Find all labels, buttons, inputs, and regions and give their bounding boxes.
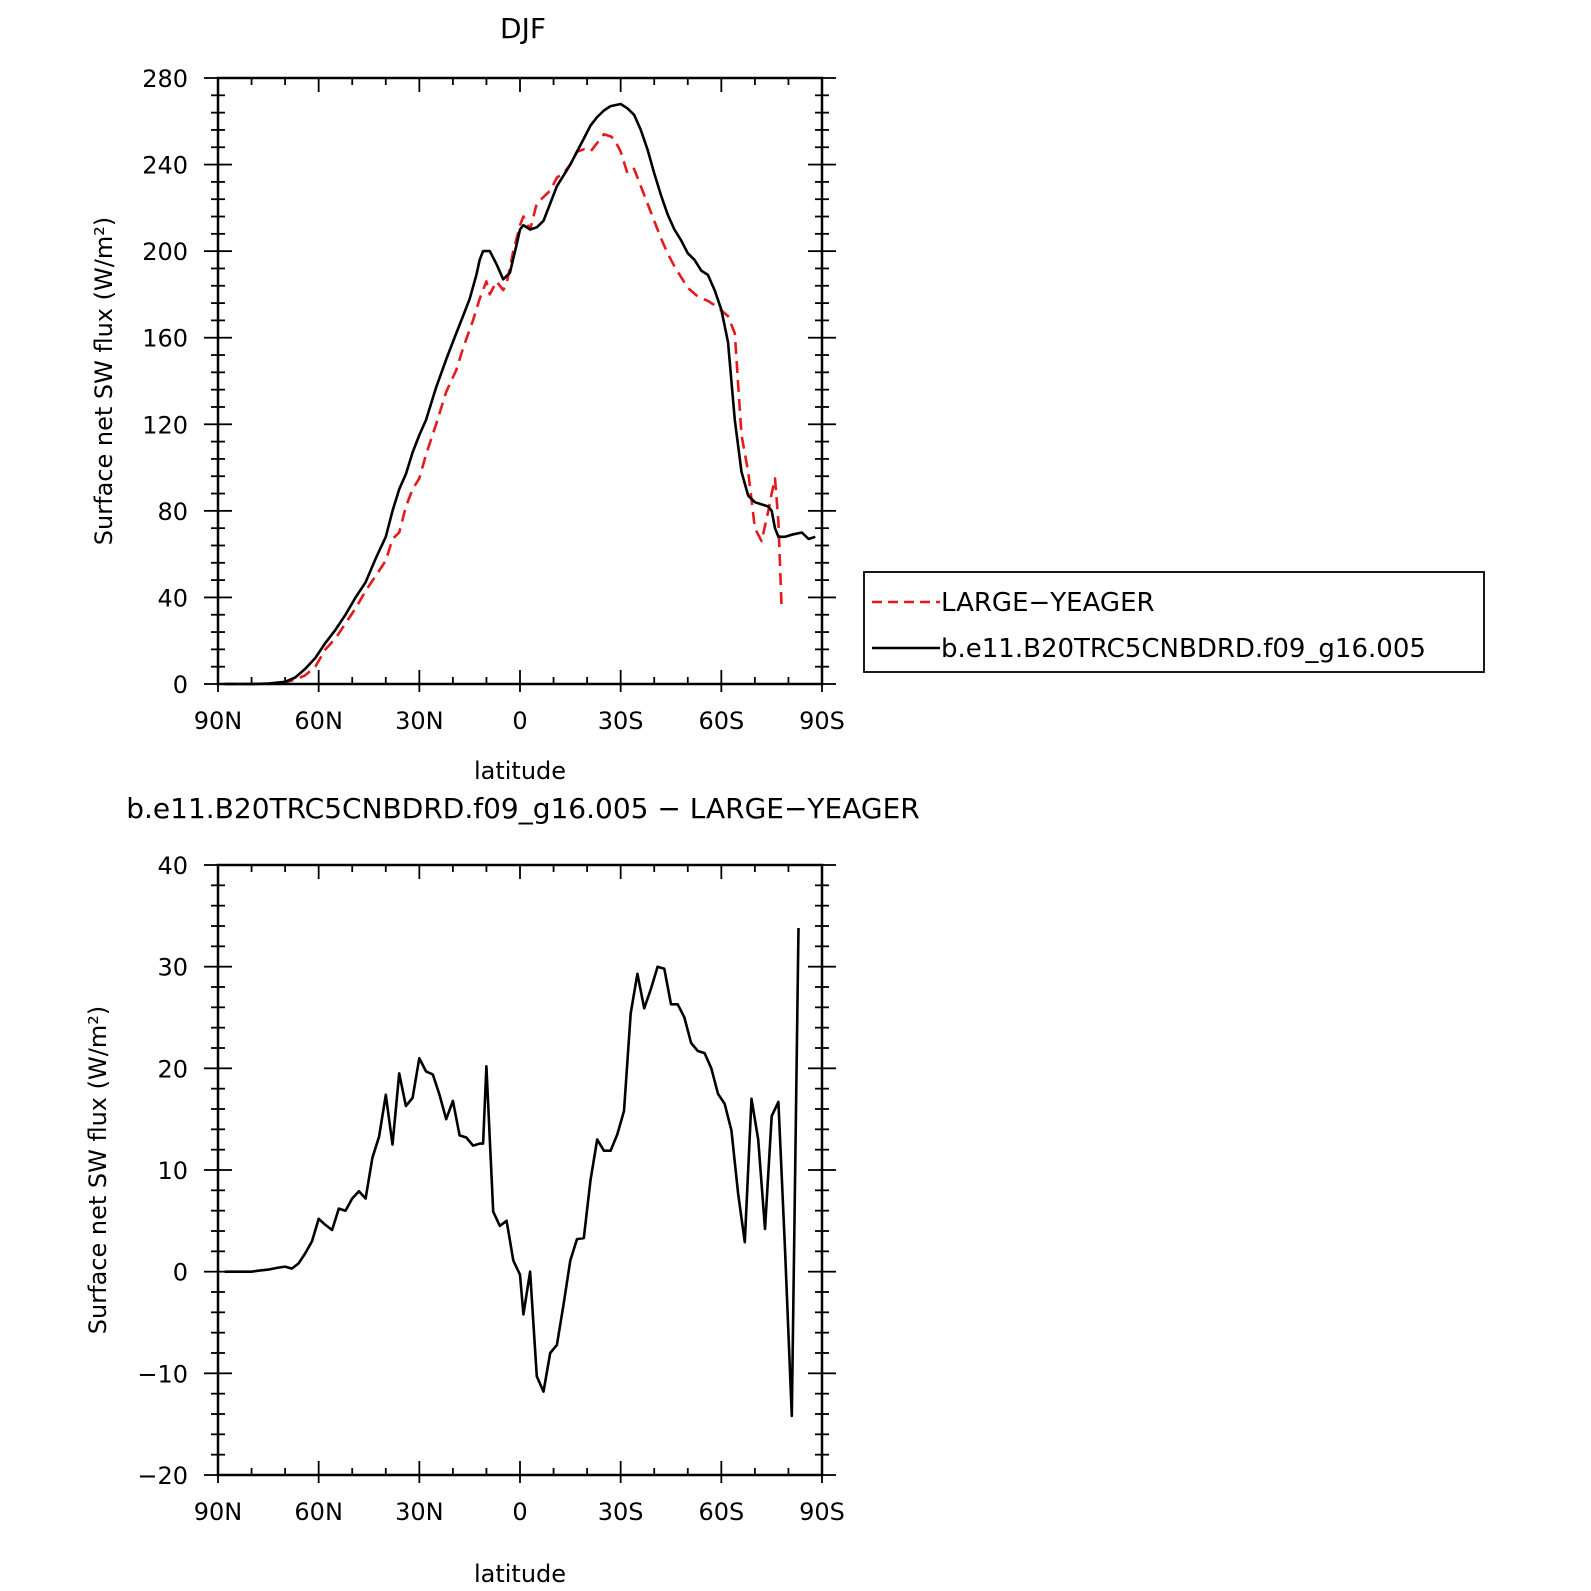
legend-box <box>863 571 1485 673</box>
top-y-tick-label: 0 <box>173 671 188 699</box>
top-series-line-1 <box>224 102 816 686</box>
bottom-y-tick-label: 10 <box>157 1157 188 1185</box>
top-y-tick-label: 40 <box>157 584 188 612</box>
top-x-tick-label: 30N <box>395 707 444 735</box>
bottom-x-tick-label: 30N <box>395 1498 444 1526</box>
bottom-y-tick-label: 0 <box>173 1259 188 1287</box>
top-y-tick-label: 240 <box>142 152 188 180</box>
bottom-x-tick-label: 0 <box>512 1498 527 1526</box>
top-x-tick-label: 60N <box>294 707 343 735</box>
bottom-y-tick-label: 30 <box>157 954 188 982</box>
bottom-x-axis-label: latitude <box>474 1560 566 1588</box>
bottom-x-tick-label: 30S <box>598 1498 644 1526</box>
bottom-x-tick-label: 60S <box>698 1498 744 1526</box>
top-y-tick-label: 80 <box>157 498 188 526</box>
bottom-series-line-0 <box>224 927 800 1418</box>
top-y-tick-label: 160 <box>142 325 188 353</box>
top-x-tick-label: 0 <box>512 707 527 735</box>
bottom-chart-title: b.e11.B20TRC5CNBDRD.f09_g16.005 − LARGE−… <box>126 792 919 825</box>
bottom-y-tick-label: 40 <box>157 852 188 880</box>
top-y-tick-label: 200 <box>142 238 188 266</box>
bottom-plot-frame <box>216 863 824 1477</box>
top-y-axis-label: Surface net SW flux (W/m²) <box>90 217 118 545</box>
top-x-tick-label: 90N <box>194 707 243 735</box>
bottom-y-tick-label: −20 <box>137 1462 188 1490</box>
bottom-y-axis-label: Surface net SW flux (W/m²) <box>84 1006 112 1334</box>
bottom-x-tick-label: 90S <box>799 1498 845 1526</box>
bottom-x-tick-label: 60N <box>294 1498 343 1526</box>
top-series-line-0 <box>224 133 783 686</box>
bottom-y-tick-label: −10 <box>137 1360 188 1388</box>
top-y-tick-label: 280 <box>142 65 188 93</box>
bottom-y-tick-label: 20 <box>157 1055 188 1083</box>
top-x-tick-label: 60S <box>698 707 744 735</box>
top-chart-title: DJF <box>500 12 546 45</box>
top-x-axis-label: latitude <box>474 757 566 785</box>
top-x-tick-label: 90S <box>799 707 845 735</box>
legend-label-model-run: b.e11.B20TRC5CNBDRD.f09_g16.005 <box>941 634 1426 664</box>
bottom-x-tick-label: 90N <box>194 1498 243 1526</box>
top-y-tick-label: 120 <box>142 411 188 439</box>
bottom-panel: b.e11.B20TRC5CNBDRD.f09_g16.005 − LARGE−… <box>84 792 920 1588</box>
top-x-tick-label: 30S <box>598 707 644 735</box>
legend-label-large-yeager: LARGE−YEAGER <box>941 588 1155 618</box>
legend: LARGE−YEAGER b.e11.B20TRC5CNBDRD.f09_g16… <box>863 571 1485 673</box>
top-panel: DJF 90N 60N 30N 0 30S 60S 90S 0 40 80 120 160 200 240… <box>90 12 845 785</box>
